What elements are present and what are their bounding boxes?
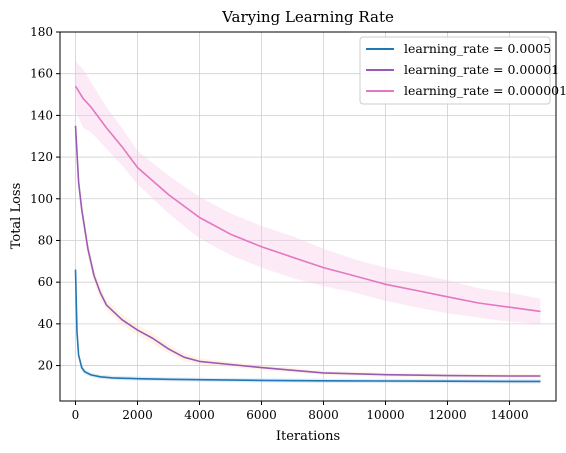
- y-axis-ticks: 20 40 60 80 100 120 140 160 180: [30, 25, 60, 373]
- y-tick-label: 180: [30, 25, 53, 39]
- y-tick-label: 40: [38, 317, 53, 331]
- x-tick-label: 8000: [308, 408, 339, 422]
- x-tick-label: 6000: [246, 408, 277, 422]
- legend-label-1: learning_rate = 0.00001: [404, 62, 559, 77]
- series-lines: [74, 85, 541, 383]
- variance-bands: [75, 61, 541, 384]
- y-tick-label: 100: [30, 192, 53, 206]
- legend-label-2: learning_rate = 0.000001: [404, 83, 566, 98]
- series-line-2: [74, 85, 541, 313]
- y-tick-label: 120: [30, 150, 53, 164]
- series-band-2: [75, 61, 541, 324]
- y-tick-label: 20: [38, 359, 53, 373]
- x-tick-label: 10000: [366, 408, 404, 422]
- chart-title: Varying Learning Rate: [221, 8, 394, 26]
- x-tick-label: 2000: [122, 408, 153, 422]
- series-line-1: [74, 125, 541, 377]
- legend-frame: [359, 36, 551, 105]
- x-tick-label: 14000: [490, 408, 528, 422]
- legend: learning_rate = 0.0005 learning_rate = 0…: [359, 36, 566, 105]
- x-tick-label: 0: [72, 408, 80, 422]
- x-tick-label: 4000: [184, 408, 215, 422]
- y-tick-label: 80: [38, 233, 53, 247]
- y-tick-label: 160: [30, 67, 53, 81]
- x-axis-ticks: 0 2000 4000 6000 8000 10000 12000 14000: [72, 401, 529, 422]
- plot-frame: [59, 31, 557, 402]
- series-line-0: [74, 269, 541, 383]
- x-tick-label: 12000: [428, 408, 466, 422]
- y-tick-label: 60: [38, 275, 53, 289]
- y-axis-label: Total Loss: [9, 183, 24, 250]
- legend-label-0: learning_rate = 0.0005: [404, 41, 551, 56]
- y-tick-label: 140: [30, 108, 53, 122]
- x-axis-label: Iterations: [276, 429, 340, 444]
